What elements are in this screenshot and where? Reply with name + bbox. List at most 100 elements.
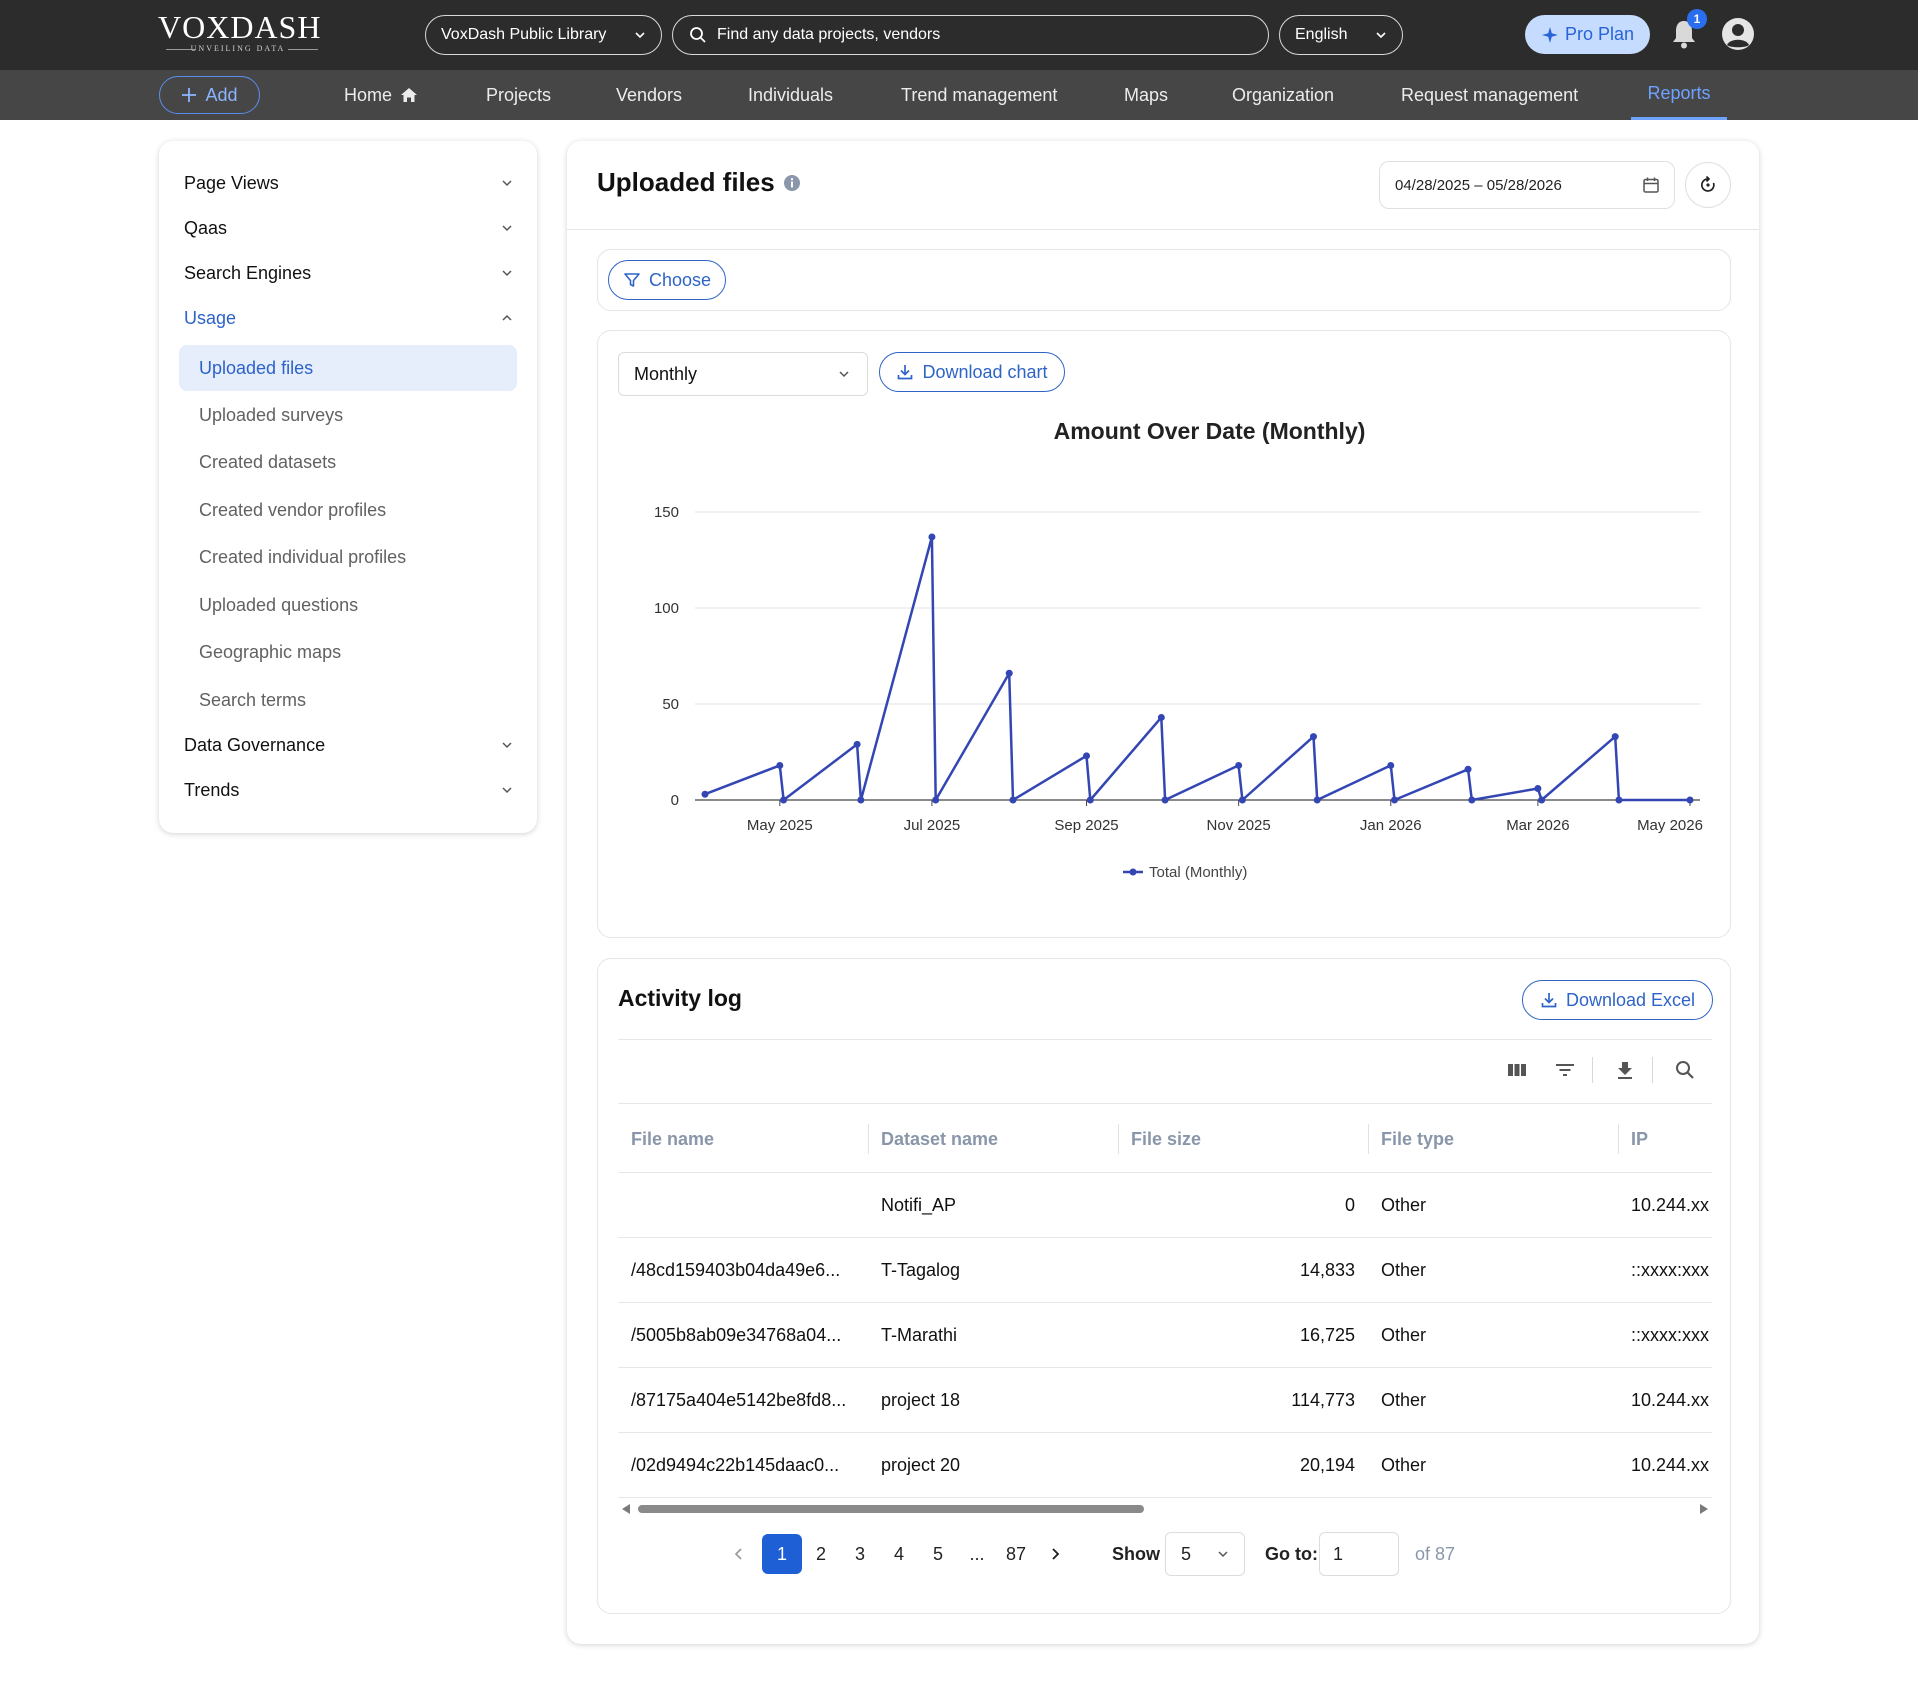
toolbar-divider: [1592, 1057, 1593, 1083]
voxdash-logo[interactable]: VOXDASH UNVEILING DATA: [158, 9, 322, 60]
download-chart-button[interactable]: Download chart: [879, 352, 1065, 392]
sidebar-group-search-engines[interactable]: Search Engines: [184, 258, 514, 288]
sidebar-item-uploaded-surveys[interactable]: Uploaded surveys: [199, 404, 344, 425]
sidebar-item-created-individual-profiles[interactable]: Created individual profiles: [199, 546, 407, 567]
sidebar-item-uploaded-files[interactable]: Uploaded files: [179, 345, 517, 391]
nav-maps[interactable]: Maps: [1124, 84, 1169, 105]
cell-file-name: [631, 1173, 861, 1237]
account-icon[interactable]: [1720, 16, 1756, 52]
sidebar-item-created-vendor-profiles[interactable]: Created vendor profiles: [199, 499, 387, 520]
refresh-icon: [1698, 175, 1718, 195]
nav-trend-management[interactable]: Trend management: [901, 84, 1058, 105]
data-point: [1313, 796, 1321, 804]
period-value: Monthly: [634, 363, 698, 384]
add-button[interactable]: Add: [159, 76, 260, 114]
page-button-3[interactable]: 3: [854, 1543, 865, 1564]
data-point: [1615, 796, 1623, 804]
period-select[interactable]: Monthly: [618, 352, 868, 396]
library-select[interactable]: VoxDash Public Library: [425, 15, 662, 55]
reports-sidebar: Page Views Qaas Search Engines Usage Upl…: [159, 141, 537, 833]
page-button-5[interactable]: 5: [932, 1543, 943, 1564]
column-header-file-name[interactable]: File name: [631, 1128, 715, 1149]
table-row[interactable]: /87175a404e5142be8fd8... project 18 114,…: [618, 1368, 1712, 1433]
chevron-down-icon: [633, 28, 647, 42]
nav-vendors[interactable]: Vendors: [616, 84, 683, 105]
export-icon[interactable]: [1612, 1057, 1638, 1083]
activity-log-title: Activity log: [618, 985, 742, 1011]
nav-individuals[interactable]: Individuals: [748, 84, 834, 105]
nav-projects[interactable]: Projects: [486, 84, 552, 105]
nav-request-management[interactable]: Request management: [1401, 84, 1579, 105]
activity-log-card: Activity log Download Excel File name Da…: [597, 958, 1731, 1614]
language-select[interactable]: English: [1279, 15, 1403, 55]
next-page-button[interactable]: [1035, 1534, 1075, 1574]
sidebar-item-geographic-maps[interactable]: Geographic maps: [199, 641, 342, 662]
refresh-button[interactable]: [1685, 162, 1731, 208]
sidebar-group-qaas[interactable]: Qaas: [184, 213, 514, 243]
sparkle-icon: [1541, 26, 1559, 44]
filter-list-icon[interactable]: [1552, 1057, 1578, 1083]
nav-reports[interactable]: Reports: [1631, 70, 1727, 120]
nav-home[interactable]: Home: [344, 70, 418, 120]
logo-name: VOXDASH: [158, 9, 322, 45]
y-tick-label: 100: [654, 600, 679, 617]
sidebar-group-trends[interactable]: Trends: [184, 775, 514, 805]
cell-file-name: /02d9494c22b145daac0...: [631, 1454, 840, 1475]
column-header-file-type[interactable]: File type: [1381, 1128, 1455, 1149]
info-icon[interactable]: [783, 174, 801, 192]
table-row[interactable]: Notifi_AP 0 Other 10.244.xx: [618, 1173, 1712, 1238]
page-button-4[interactable]: 4: [893, 1543, 904, 1564]
data-point: [1086, 796, 1094, 804]
choose-filter-button[interactable]: Choose: [608, 260, 726, 300]
sidebar-item-uploaded-questions[interactable]: Uploaded questions: [199, 594, 359, 615]
sidebar-item-search-terms[interactable]: Search terms: [199, 689, 307, 710]
pro-plan-button[interactable]: Pro Plan: [1525, 15, 1650, 54]
data-point: [1686, 796, 1694, 804]
column-header-dataset-name[interactable]: Dataset name: [881, 1128, 999, 1149]
sidebar-group-page-views[interactable]: Page Views: [184, 168, 514, 198]
cell-ip: 10.244.xx: [1631, 1454, 1710, 1475]
scroll-right-arrow-icon[interactable]: [1700, 1504, 1708, 1514]
legend-label: Total (Monthly): [1149, 864, 1247, 881]
legend-marker: [1129, 868, 1137, 876]
horizontal-scrollbar[interactable]: [618, 1500, 1712, 1518]
prev-page-button[interactable]: [719, 1534, 759, 1574]
table-search-icon[interactable]: [1672, 1057, 1698, 1083]
total-pages-label: of 87: [1415, 1543, 1456, 1564]
sidebar-group-data-governance[interactable]: Data Governance: [184, 730, 514, 760]
chevron-down-icon: [500, 783, 514, 797]
page-size-select[interactable]: 5: [1165, 1532, 1245, 1576]
page-button-87[interactable]: 87: [1005, 1543, 1027, 1564]
page-size-value: 5: [1181, 1543, 1192, 1564]
scrollbar-thumb[interactable]: [638, 1505, 1144, 1513]
y-tick-label: 0: [671, 792, 679, 809]
data-point: [1157, 713, 1165, 721]
table-row[interactable]: /02d9494c22b145daac0... project 20 20,19…: [618, 1433, 1712, 1498]
table-row[interactable]: /48cd159403b04da49e6... T-Tagalog 14,833…: [618, 1238, 1712, 1303]
download-excel-button[interactable]: Download Excel: [1522, 980, 1713, 1020]
cell-file-name: /87175a404e5142be8fd8...: [631, 1389, 847, 1410]
page-button-1[interactable]: 1: [762, 1534, 802, 1574]
column-header-file-size[interactable]: File size: [1131, 1128, 1202, 1149]
global-search-input[interactable]: Find any data projects, vendors: [672, 15, 1269, 55]
data-point: [780, 796, 788, 804]
data-point: [1538, 796, 1546, 804]
goto-page-input[interactable]: 1: [1319, 1532, 1399, 1576]
scroll-left-arrow-icon[interactable]: [622, 1504, 630, 1514]
sidebar-group-usage[interactable]: Usage: [184, 303, 514, 333]
date-range-picker[interactable]: 04/28/2025 – 05/28/2026: [1379, 161, 1675, 209]
page-ellipsis[interactable]: ...: [969, 1543, 985, 1564]
x-tick-label: Jul 2025: [904, 817, 961, 834]
table-row[interactable]: /5005b8ab09e34768a04... T-Marathi 16,725…: [618, 1303, 1712, 1368]
data-point: [1391, 796, 1398, 804]
column-header-ip[interactable]: IP: [1631, 1128, 1649, 1149]
sidebar-item-created-datasets[interactable]: Created datasets: [199, 451, 337, 472]
filter-bar: Choose: [597, 249, 1731, 311]
columns-icon[interactable]: [1504, 1057, 1530, 1083]
data-point: [1534, 784, 1542, 792]
chevron-down-icon: [1216, 1547, 1230, 1561]
cell-file-size: 0: [1344, 1194, 1355, 1215]
nav-organization[interactable]: Organization: [1232, 84, 1335, 105]
chevron-down-icon: [837, 367, 851, 381]
page-button-2[interactable]: 2: [815, 1543, 826, 1564]
